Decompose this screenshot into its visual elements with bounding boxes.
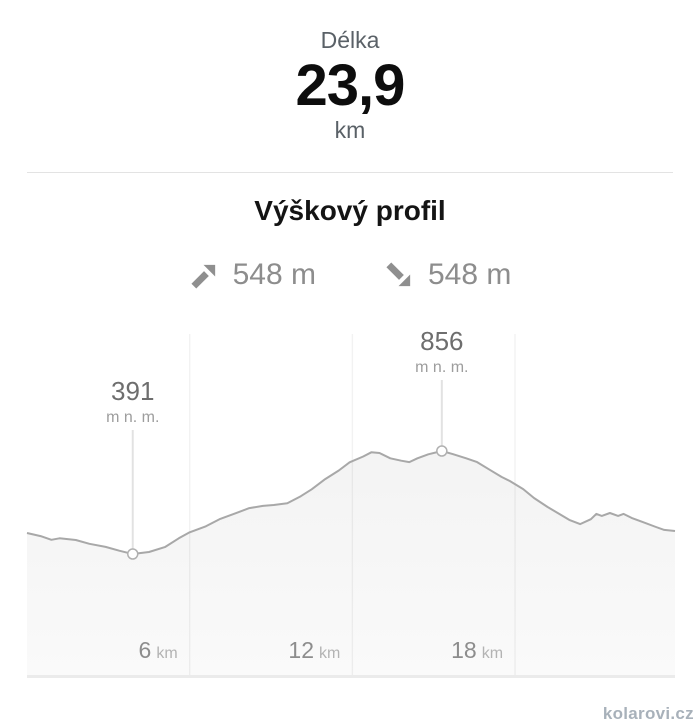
watermark: kolarovi.cz xyxy=(602,704,694,723)
elevation-line xyxy=(26,450,676,555)
x-tick-unit: km xyxy=(156,645,178,662)
x-tick-unit: km xyxy=(481,645,504,662)
x-tick-label-12km: 12 km xyxy=(210,638,340,666)
profile-title: Výškový profil xyxy=(254,195,446,226)
x-tick-value: 12 xyxy=(288,637,315,663)
elevation-area xyxy=(27,451,675,675)
x-tick-unit: km xyxy=(319,645,341,662)
descent-value: 548 m xyxy=(428,258,512,291)
elevation-stats: 548 m 548 m xyxy=(0,258,700,292)
chart-gridlines xyxy=(188,334,516,675)
distance-unit: km xyxy=(334,117,366,143)
arrow-down-right-icon xyxy=(386,261,411,286)
section-divider xyxy=(27,172,673,173)
max-elevation-value: 856 xyxy=(420,326,464,356)
max-elevation-point xyxy=(436,445,448,457)
x-tick-label-18km: 18 km xyxy=(373,638,503,666)
x-tick-label-6km: 6 km xyxy=(48,638,178,666)
descent-stat: 548 m xyxy=(384,258,511,292)
min-elevation-unit: m n. m. xyxy=(106,409,160,426)
min-elevation-label: 391 m n. m. xyxy=(58,378,208,427)
max-elevation-label: 856 m n. m. xyxy=(367,328,517,377)
x-tick-value: 6 xyxy=(138,637,152,663)
min-elevation-point xyxy=(126,548,139,560)
min-elevation-value: 391 xyxy=(111,376,155,406)
max-elevation-unit: m n. m. xyxy=(415,359,469,376)
arrow-up-right-icon xyxy=(191,264,215,289)
ascent-value: 548 m xyxy=(232,258,316,291)
ascent-stat: 548 m xyxy=(189,258,316,292)
x-tick-value: 18 xyxy=(451,637,477,663)
distance-value: 23,9 xyxy=(295,53,406,118)
chart-markers xyxy=(126,380,448,560)
distance-label: Délka xyxy=(320,27,380,53)
